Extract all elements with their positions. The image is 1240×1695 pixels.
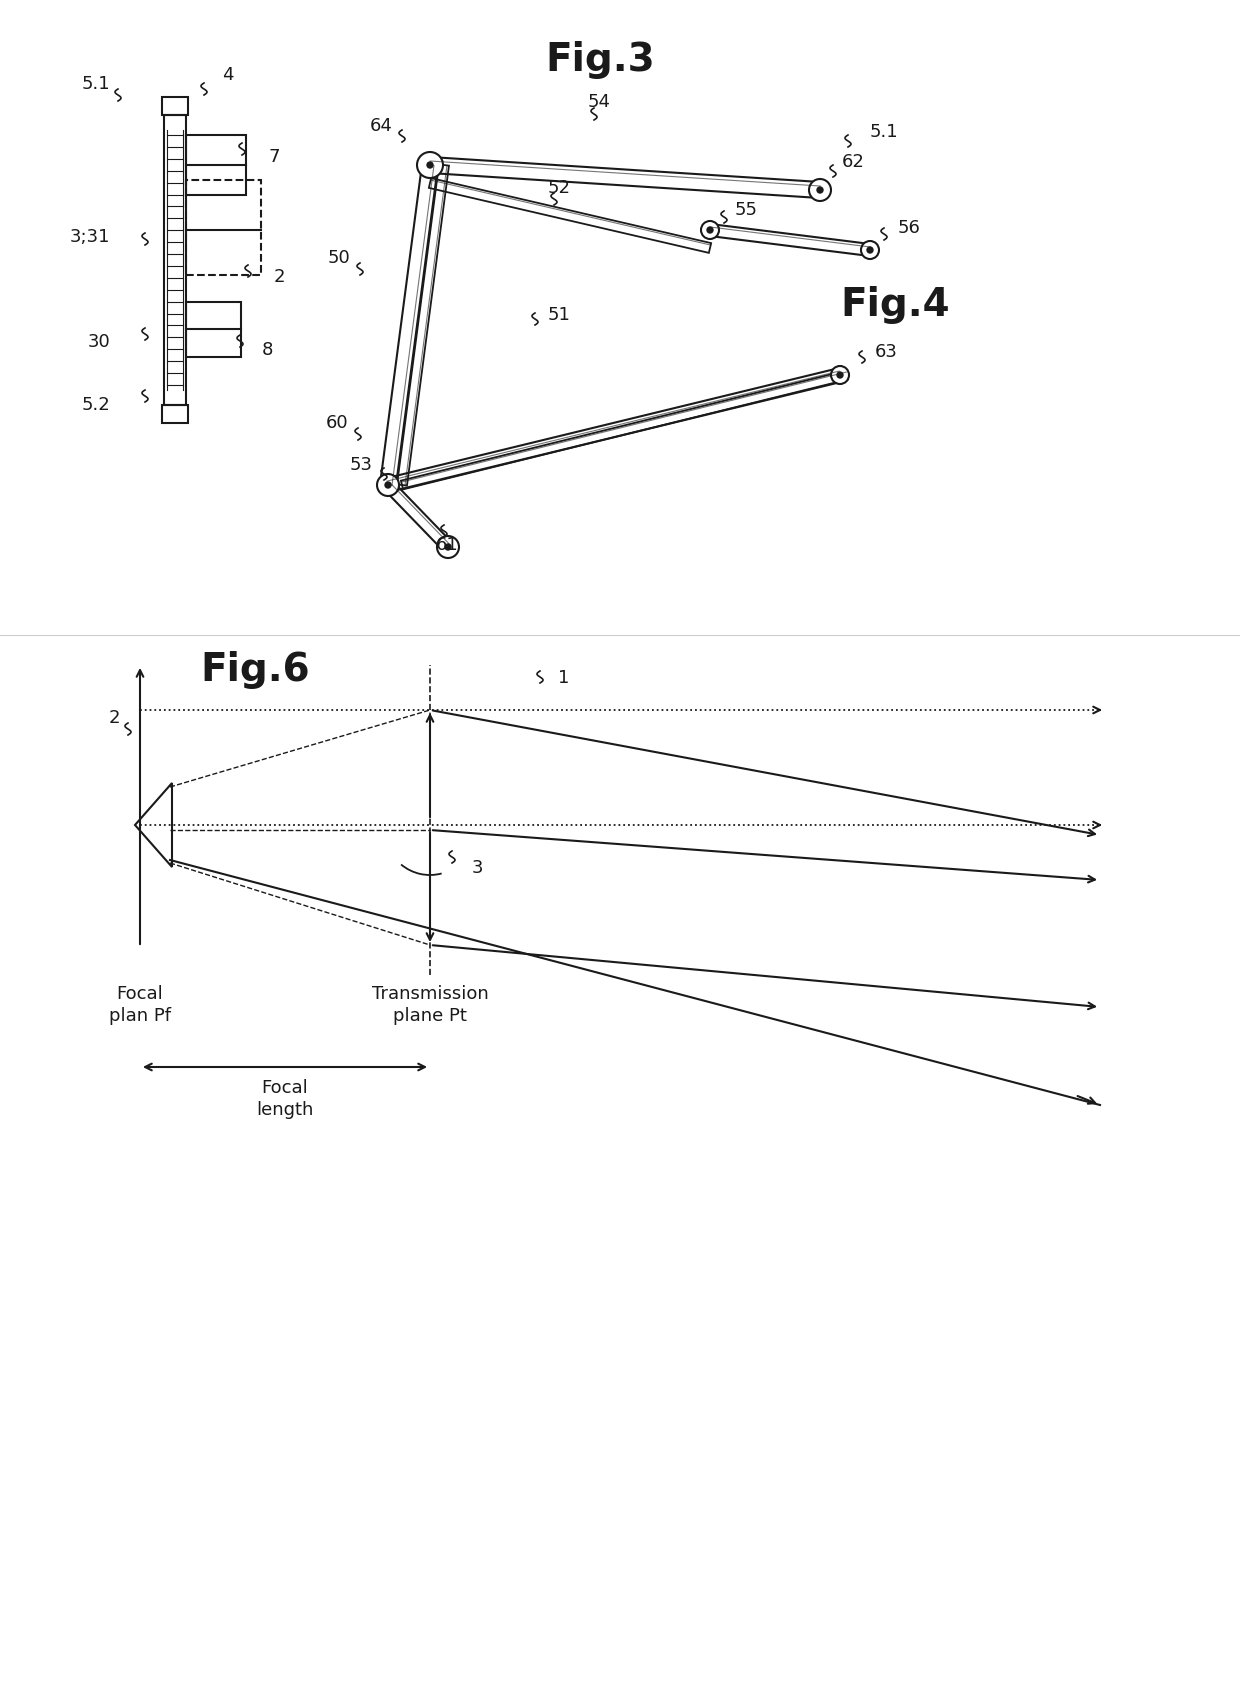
Circle shape	[384, 481, 391, 488]
Text: 2: 2	[274, 268, 285, 286]
Circle shape	[867, 247, 873, 253]
Circle shape	[377, 475, 399, 497]
Text: 53: 53	[350, 456, 373, 475]
Text: Transmission
plane Pt: Transmission plane Pt	[372, 985, 489, 1025]
Circle shape	[808, 180, 831, 202]
Text: 3: 3	[472, 859, 484, 876]
Text: 54: 54	[588, 93, 611, 110]
Circle shape	[427, 163, 433, 168]
Text: Focal
plan Pf: Focal plan Pf	[109, 985, 171, 1025]
Text: 8: 8	[262, 341, 273, 359]
Text: 52: 52	[548, 180, 570, 197]
Text: 51: 51	[548, 307, 570, 324]
Text: 50: 50	[327, 249, 350, 268]
Circle shape	[701, 220, 719, 239]
Text: 61: 61	[435, 536, 459, 554]
Circle shape	[831, 366, 849, 385]
Circle shape	[707, 227, 713, 232]
Text: 30: 30	[87, 332, 110, 351]
Text: 3;31: 3;31	[69, 229, 110, 246]
Text: 56: 56	[898, 219, 921, 237]
Text: Fig.3: Fig.3	[546, 41, 655, 80]
Bar	[164, 115, 186, 405]
Bar	[186, 302, 241, 358]
Bar	[162, 97, 188, 115]
Text: 64: 64	[370, 117, 393, 136]
Bar	[162, 405, 188, 424]
Text: 5.1: 5.1	[82, 75, 110, 93]
Text: Fig.6: Fig.6	[200, 651, 310, 688]
Bar	[186, 136, 246, 195]
Text: Fig.4: Fig.4	[841, 286, 950, 324]
Circle shape	[861, 241, 879, 259]
Circle shape	[837, 371, 843, 378]
Text: 4: 4	[222, 66, 233, 85]
Circle shape	[417, 153, 443, 178]
Text: 5.1: 5.1	[870, 124, 899, 141]
Circle shape	[817, 186, 823, 193]
Text: 63: 63	[875, 342, 898, 361]
Text: 62: 62	[842, 153, 864, 171]
Text: 55: 55	[735, 202, 758, 219]
Text: 1: 1	[558, 670, 569, 686]
Text: 2: 2	[109, 709, 120, 727]
Text: 5.2: 5.2	[82, 397, 110, 414]
Circle shape	[436, 536, 459, 558]
Bar	[186, 180, 260, 275]
Text: Focal
length: Focal length	[257, 1080, 314, 1119]
Text: 7: 7	[268, 147, 279, 166]
Text: 60: 60	[325, 414, 348, 432]
Circle shape	[445, 544, 451, 549]
